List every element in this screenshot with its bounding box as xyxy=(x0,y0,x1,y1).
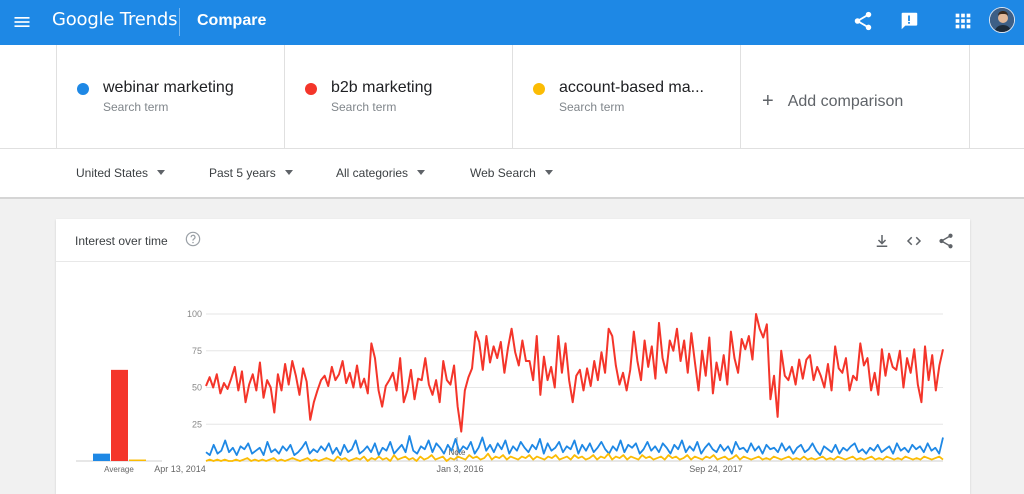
help-icon[interactable] xyxy=(185,231,201,247)
series-color-dot xyxy=(533,83,545,95)
category-dropdown[interactable]: All categories xyxy=(336,166,426,180)
comparison-terms-bar: webinar marketing Search term b2b market… xyxy=(0,45,1024,148)
series-line xyxy=(205,313,944,433)
x-tick-label: Jan 3, 2016 xyxy=(436,464,483,474)
x-tick-label: Apr 13, 2014 xyxy=(154,464,206,474)
average-bar xyxy=(129,459,146,461)
y-tick-label: 100 xyxy=(187,309,202,319)
logo-google: Google xyxy=(52,9,115,30)
note-label: Note xyxy=(449,448,466,457)
term-type: Search term xyxy=(103,100,169,114)
series-color-dot xyxy=(305,83,317,95)
filters-bar: United States Past 5 years All categorie… xyxy=(0,148,1024,199)
series-line xyxy=(205,452,944,462)
y-tick-label: 75 xyxy=(192,346,202,356)
avatar-photo xyxy=(990,8,1014,32)
time-range-value: Past 5 years xyxy=(209,166,276,180)
average-bar xyxy=(111,369,128,461)
term-name: account-based ma... xyxy=(559,79,704,96)
interest-over-time-chart: 25 50 75 100 Apr 13, 2014 Jan 3, 2016 Sep 24, … xyxy=(76,309,944,474)
y-tick-label: 25 xyxy=(192,419,202,429)
region-dropdown[interactable]: United States xyxy=(76,166,166,180)
embed-code-icon[interactable] xyxy=(905,232,923,250)
category-value: All categories xyxy=(336,166,409,180)
search-type-value: Web Search xyxy=(470,166,536,180)
average-bar xyxy=(93,453,110,461)
time-range-dropdown[interactable]: Past 5 years xyxy=(209,166,293,180)
series-color-dot xyxy=(77,83,89,95)
term-name: b2b marketing xyxy=(331,79,433,96)
logo-trends: Trends xyxy=(119,9,178,30)
term-card-1[interactable]: webinar marketing Search term xyxy=(56,45,285,148)
feedback-icon[interactable] xyxy=(898,10,920,32)
apps-icon[interactable] xyxy=(952,10,974,32)
add-comparison-card xyxy=(741,45,970,148)
dropdown-arrow-icon xyxy=(544,170,553,175)
header-divider xyxy=(179,8,180,36)
term-type: Search term xyxy=(559,100,625,114)
add-comparison-button[interactable]: + Add comparison xyxy=(762,89,903,112)
plus-icon: + xyxy=(762,90,774,112)
add-comparison-label: Add comparison xyxy=(787,93,904,110)
dropdown-arrow-icon xyxy=(417,170,426,175)
page-title: Compare xyxy=(197,12,267,29)
term-name: webinar marketing xyxy=(103,79,234,96)
dropdown-arrow-icon xyxy=(157,170,166,175)
download-icon[interactable] xyxy=(873,232,891,250)
y-tick-label: 50 xyxy=(192,383,202,393)
share-icon[interactable] xyxy=(852,10,874,32)
region-value: United States xyxy=(76,166,149,180)
term-card-3[interactable]: account-based ma... Search term xyxy=(513,45,741,148)
card-header: Interest over time xyxy=(56,219,970,262)
x-tick-label: Sep 24, 2017 xyxy=(689,464,743,474)
dropdown-arrow-icon xyxy=(284,170,293,175)
term-card-2[interactable]: b2b marketing Search term xyxy=(285,45,513,148)
share-chart-icon[interactable] xyxy=(937,232,955,250)
term-type: Search term xyxy=(331,100,397,114)
top-app-bar: Google Trends Compare xyxy=(0,0,1024,45)
menu-icon[interactable] xyxy=(12,12,32,32)
average-label: Average xyxy=(104,465,134,474)
google-trends-logo[interactable]: Google Trends xyxy=(52,9,177,30)
series-line xyxy=(205,435,944,457)
avatar[interactable] xyxy=(989,7,1015,33)
search-type-dropdown[interactable]: Web Search xyxy=(470,166,553,180)
card-title: Interest over time xyxy=(75,234,168,248)
